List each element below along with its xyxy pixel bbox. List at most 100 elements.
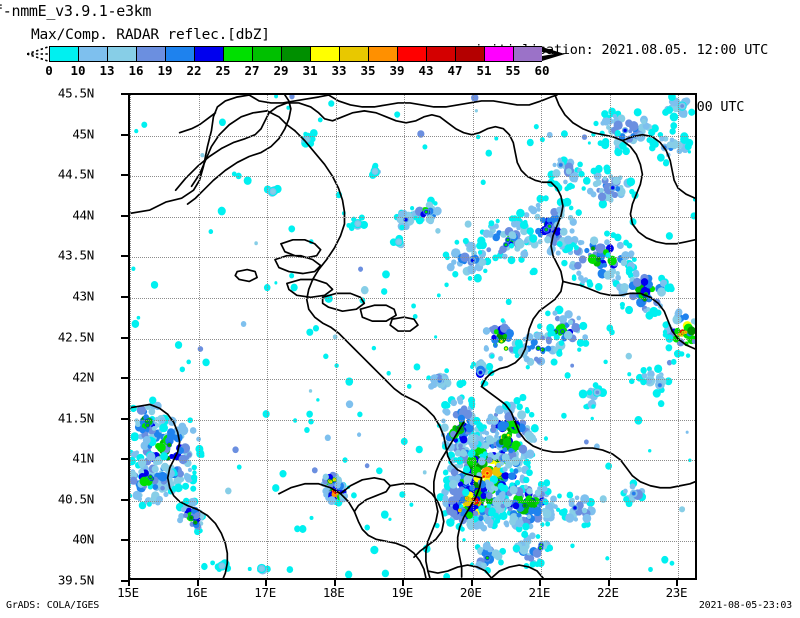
colorbar-tick: 16 — [128, 63, 144, 78]
grid-line-longitude — [678, 95, 680, 578]
colorbar-tick: 10 — [70, 63, 86, 78]
colorbar-swatch — [107, 46, 136, 62]
longitude-tick-mark — [128, 580, 130, 586]
grid-line-longitude — [130, 95, 132, 578]
colorbar-swatch — [223, 46, 252, 62]
colorbar-swatch — [78, 46, 107, 62]
colorbar-tick: 19 — [157, 63, 173, 78]
colorbar-swatch — [194, 46, 223, 62]
model-title: f-nmmE_v3.9.1-e3km — [0, 2, 152, 20]
latitude-tick-label: 44.5N — [57, 166, 94, 182]
latitude-tick-label: 43N — [72, 288, 94, 304]
colorbar-swatch — [426, 46, 455, 62]
grid-line-latitude — [130, 460, 695, 462]
longitude-tick-label: 15E — [117, 585, 139, 600]
latitude-tick-label: 44N — [72, 207, 94, 223]
longitude-tick-mark — [676, 580, 679, 586]
colorbar-swatch — [455, 46, 484, 62]
grid-line-latitude — [130, 257, 695, 259]
grid-line-longitude — [609, 95, 612, 578]
colorbar-tick: 29 — [273, 63, 289, 78]
colorbar-overflow-arrow-icon — [542, 46, 566, 62]
grid-line-longitude — [472, 95, 475, 578]
latitude-tick-label: 42.5N — [57, 329, 94, 344]
latitude-tick-mark — [121, 255, 128, 258]
colorbar-swatch — [281, 46, 310, 62]
grid-line-latitude — [130, 541, 695, 543]
colorbar-tick: 43 — [418, 63, 434, 78]
longitude-tick-label: 22E — [597, 585, 619, 600]
field-title: Max/Comp. RADAR reflec.[dbZ] — [31, 27, 270, 43]
colorbar-tick: 25 — [215, 63, 231, 78]
latitude-tick-label: 40.5N — [57, 491, 94, 507]
coastline-border-layer — [130, 95, 695, 578]
colorbar-swatch — [513, 46, 542, 62]
latitude-tick-mark — [121, 174, 128, 177]
colorbar-tick: 55 — [505, 63, 521, 78]
grid-line-latitude — [130, 297, 695, 300]
grid-line-longitude — [541, 95, 543, 578]
latitude-tick-mark — [121, 417, 128, 420]
latitude-tick-label: 45N — [72, 126, 94, 142]
longitude-tick-label: 21E — [528, 585, 551, 600]
colorbar-tick: 33 — [331, 63, 347, 78]
latitude-tick-mark — [121, 539, 128, 542]
latitude-tick-mark — [121, 214, 128, 217]
latitude-tick-mark — [121, 377, 128, 380]
colorbar-swatch — [165, 46, 194, 62]
latitude-tick-label: 45.5N — [57, 85, 94, 101]
colorbar-tick: 51 — [476, 63, 492, 78]
longitude-tick-label: 19E — [391, 585, 414, 600]
latitude-tick-mark — [121, 498, 128, 501]
colorbar-tick: 27 — [244, 63, 260, 78]
longitude-tick-mark — [607, 580, 610, 586]
colorbar-tick: 0 — [45, 63, 53, 78]
longitude-tick-label: 17E — [254, 585, 276, 600]
latitude-tick-mark — [121, 336, 128, 339]
grid-line-latitude — [130, 338, 695, 341]
latitude-tick-label: 43.5N — [57, 247, 94, 263]
colorbar-swatches — [27, 46, 566, 62]
colorbar-swatch — [368, 46, 397, 62]
longitude-tick-mark — [470, 580, 473, 586]
grid-line-latitude — [130, 500, 695, 503]
longitude-tick-mark — [333, 580, 336, 586]
colorbar-swatch — [252, 46, 281, 62]
longitude-tick-label: 16E — [185, 585, 208, 600]
grid-line-latitude — [130, 176, 695, 178]
latitude-tick-label: 42N — [72, 369, 94, 385]
colorbar-swatch — [484, 46, 513, 62]
colorbar-tick: 13 — [99, 63, 115, 78]
longitude-tick-label: 23E — [665, 585, 688, 600]
grid-line-latitude — [130, 216, 695, 219]
colorbar-tick: 22 — [186, 63, 202, 78]
colorbar-tick: 31 — [302, 63, 318, 78]
latitude-tick-mark — [121, 93, 128, 95]
colorbar-swatch — [310, 46, 339, 62]
map-plot-area — [128, 93, 697, 580]
colorbar-underflow-arrow-icon — [27, 46, 49, 62]
grid-line-latitude — [130, 379, 695, 381]
latitude-tick-mark — [121, 458, 128, 461]
colorbar-swatch — [397, 46, 426, 62]
colorbar-tick: 39 — [389, 63, 405, 78]
latitude-tick-mark — [121, 133, 128, 136]
radar-reflectivity-layer — [130, 95, 695, 578]
grid-line-latitude — [130, 135, 695, 138]
longitude-tick-mark — [265, 580, 268, 586]
latitude-tick-label: 39.5N — [57, 572, 94, 588]
latitude-tick-label: 41N — [72, 450, 94, 466]
colorbar-swatch — [339, 46, 368, 62]
colorbar-tick: 47 — [447, 63, 463, 78]
latitude-tick-label: 41.5N — [57, 410, 94, 426]
colorbar-tick: 60 — [534, 63, 550, 78]
grid-line-longitude — [267, 95, 269, 578]
plot-inner — [130, 95, 695, 578]
colorbar-tick: 35 — [360, 63, 376, 78]
longitude-tick-label: 18E — [322, 585, 345, 600]
longitude-tick-mark — [539, 580, 542, 586]
grid-line-longitude — [198, 95, 201, 578]
longitude-tick-mark — [196, 580, 199, 586]
colorbar-swatch — [49, 46, 78, 62]
